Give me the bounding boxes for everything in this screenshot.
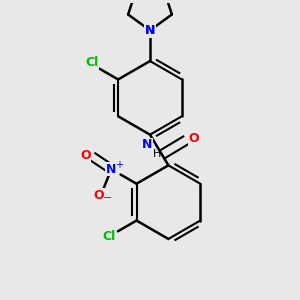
Text: −: − xyxy=(103,193,112,203)
Text: N: N xyxy=(106,163,116,176)
Text: N: N xyxy=(145,24,155,37)
Text: H: H xyxy=(152,149,161,159)
Text: N: N xyxy=(142,138,152,151)
Text: +: + xyxy=(115,160,123,170)
Text: O: O xyxy=(80,149,91,162)
Text: Cl: Cl xyxy=(102,230,115,243)
Text: O: O xyxy=(94,189,104,202)
Text: O: O xyxy=(189,132,199,146)
Text: N: N xyxy=(145,24,155,37)
Text: Cl: Cl xyxy=(85,56,98,69)
